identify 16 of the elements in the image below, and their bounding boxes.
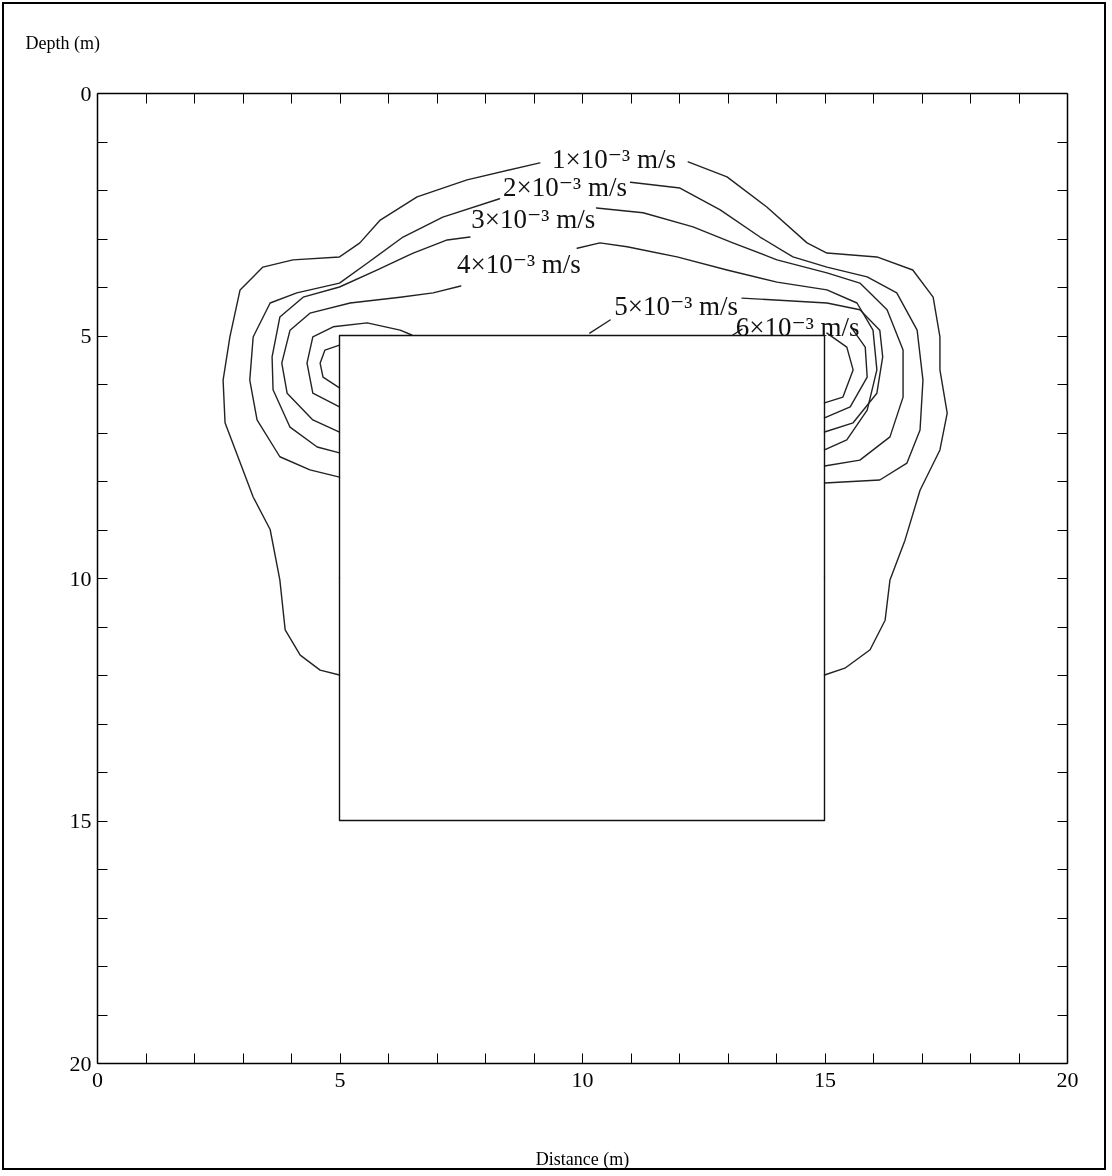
y-tick-label: 15 (69, 808, 92, 833)
x-tick-label: 15 (814, 1066, 836, 1092)
y-tick-label: 20 (69, 1050, 92, 1076)
x-tick-label: 10 (571, 1066, 594, 1092)
series-label: 5×10⁻³ m/s (614, 291, 739, 322)
y-axis-title: Depth (m) (25, 32, 100, 54)
y-tick-label: 0 (80, 80, 92, 106)
series-label: 4×10⁻³ m/s (457, 249, 581, 280)
y-tick-label: 10 (69, 565, 92, 591)
x-axis-title: Distance (m) (535, 1148, 630, 1170)
x-tick-label: 5 (334, 1066, 346, 1092)
series-label: 3×10⁻³ m/s (471, 204, 596, 235)
x-tick-label: 20 (1056, 1066, 1079, 1092)
series-label: 2×10⁻³ m/s (503, 172, 627, 203)
y-tick-label: 5 (80, 323, 92, 348)
series-label: 1×10⁻³ m/s (552, 144, 676, 175)
